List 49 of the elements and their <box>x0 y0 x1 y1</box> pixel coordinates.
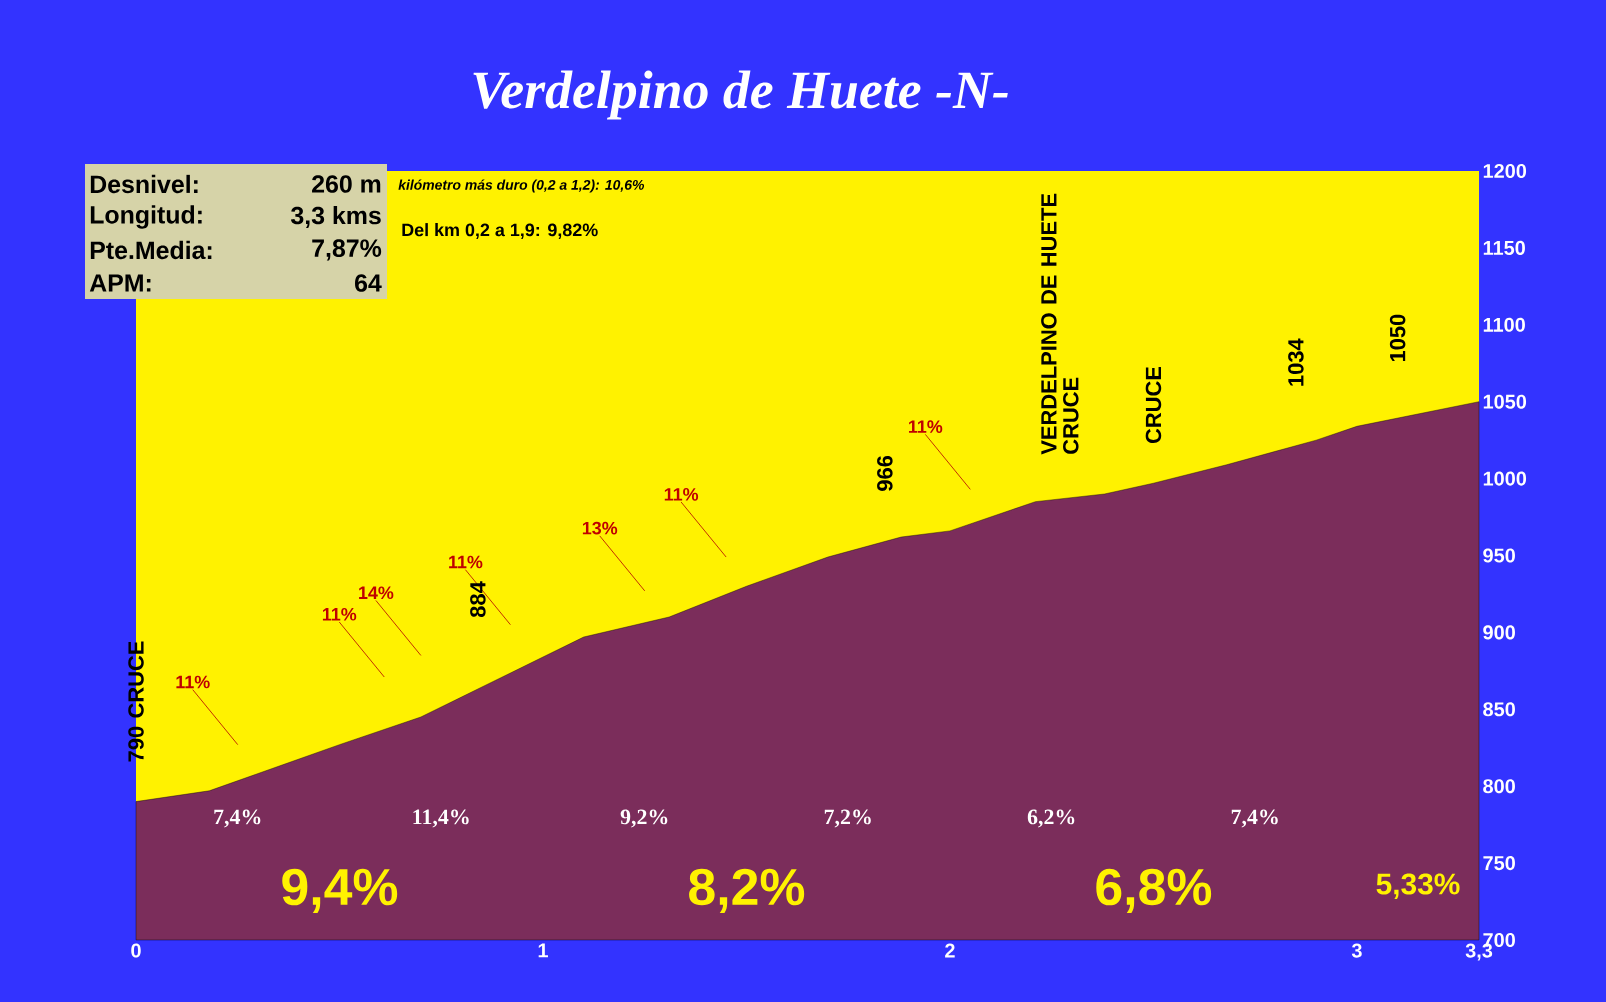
annotation: CRUCE <box>1145 366 1162 444</box>
x-tick-label: 3 <box>1351 943 1362 958</box>
y-tick-label: 1000 <box>1483 471 1527 486</box>
x-tick-label: 1 <box>538 943 548 958</box>
y-tick-label: 900 <box>1483 625 1515 640</box>
annotation: 11% <box>664 488 699 501</box>
annotation: 7,2% <box>824 809 871 828</box>
annotation: 11,4% <box>413 809 469 828</box>
y-tick-label: 750 <box>1483 856 1515 871</box>
annotation: 6,8% <box>1096 868 1212 913</box>
annotation: 6,2% <box>1027 809 1075 828</box>
annotation: Longitud: <box>90 205 202 229</box>
y-tick-label: 950 <box>1483 548 1515 563</box>
y-tick-label: 800 <box>1483 779 1515 794</box>
annotation: Del km 0,2 a 1,9: 9,82% <box>402 223 598 239</box>
annotation: APM: <box>89 274 151 292</box>
y-tick-label: 1050 <box>1483 394 1527 409</box>
annotation: Pte.Media: <box>90 240 212 260</box>
y-tick-label: 1200 <box>1483 163 1527 179</box>
annotation: 11% <box>322 607 357 621</box>
annotation: 1050 <box>1389 314 1406 362</box>
x-tick-label: 0 <box>131 943 141 958</box>
y-tick-label: 850 <box>1483 702 1515 717</box>
annotation: VERDELPINO DE HUETE CRUCE <box>1041 193 1079 455</box>
annotation: 7,4% <box>1231 809 1278 828</box>
annotation: 9,2% <box>620 809 668 828</box>
x-tick-label: 2 <box>945 943 955 958</box>
annotation: 884 <box>470 581 486 618</box>
annotation: 5,33% <box>1376 873 1460 899</box>
annotation: 7,4% <box>214 809 261 828</box>
annotation: 14% <box>359 586 394 600</box>
annotation: 64 <box>355 274 382 292</box>
annotation: kilómetro más duro (0,2 a 1,2): 10,6% <box>398 179 645 193</box>
annotation: 1034 <box>1288 338 1304 386</box>
annotation: 260 m <box>312 175 381 193</box>
annotation: 790 CRUCE <box>128 641 144 762</box>
annotation: 13% <box>582 521 618 535</box>
annotation: 8,2% <box>689 868 805 913</box>
y-tick-label: 1150 <box>1483 240 1525 255</box>
annotation: 11% <box>449 555 483 569</box>
annotation: 966 <box>877 455 893 491</box>
annotation: 9,4% <box>282 868 398 913</box>
y-tick-label: 1100 <box>1483 317 1525 332</box>
annotation: 11% <box>908 420 943 433</box>
annotation: 3,3 kms <box>290 206 381 228</box>
annotation: 7,87% <box>312 239 382 261</box>
annotation: 11% <box>176 675 210 689</box>
chart-title: Verdelpino de Huete -N- <box>473 70 1008 120</box>
annotation: Desnivel: <box>90 174 198 194</box>
